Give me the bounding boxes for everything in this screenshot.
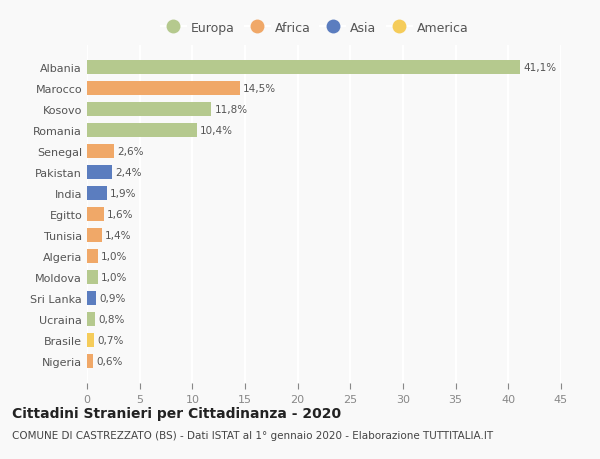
- Text: 10,4%: 10,4%: [200, 126, 233, 136]
- Bar: [87, 124, 197, 138]
- Bar: [87, 271, 98, 284]
- Text: 41,1%: 41,1%: [523, 63, 556, 73]
- Text: COMUNE DI CASTREZZATO (BS) - Dati ISTAT al 1° gennaio 2020 - Elaborazione TUTTIT: COMUNE DI CASTREZZATO (BS) - Dati ISTAT …: [12, 430, 493, 440]
- Bar: [87, 61, 520, 75]
- Text: 1,0%: 1,0%: [101, 252, 127, 262]
- Text: 14,5%: 14,5%: [243, 84, 276, 94]
- Bar: [87, 103, 211, 117]
- Bar: [87, 229, 102, 242]
- Text: 0,8%: 0,8%: [98, 314, 125, 324]
- Text: 1,0%: 1,0%: [101, 272, 127, 282]
- Bar: [87, 187, 107, 201]
- Bar: [87, 291, 97, 305]
- Bar: [87, 145, 115, 158]
- Bar: [87, 313, 95, 326]
- Text: 11,8%: 11,8%: [214, 105, 248, 115]
- Bar: [87, 250, 98, 263]
- Bar: [87, 354, 94, 368]
- Text: 1,6%: 1,6%: [107, 210, 134, 219]
- Text: 2,6%: 2,6%: [118, 147, 144, 157]
- Legend: Europa, Africa, Asia, America: Europa, Africa, Asia, America: [161, 22, 469, 35]
- Bar: [87, 166, 112, 179]
- Text: 0,6%: 0,6%: [97, 356, 123, 366]
- Text: 0,7%: 0,7%: [98, 335, 124, 345]
- Text: 2,4%: 2,4%: [115, 168, 142, 178]
- Text: 1,9%: 1,9%: [110, 189, 137, 199]
- Text: 1,4%: 1,4%: [105, 230, 131, 241]
- Text: 0,9%: 0,9%: [100, 293, 126, 303]
- Bar: [87, 333, 94, 347]
- Bar: [87, 82, 240, 96]
- Bar: [87, 208, 104, 221]
- Text: Cittadini Stranieri per Cittadinanza - 2020: Cittadini Stranieri per Cittadinanza - 2…: [12, 406, 341, 420]
